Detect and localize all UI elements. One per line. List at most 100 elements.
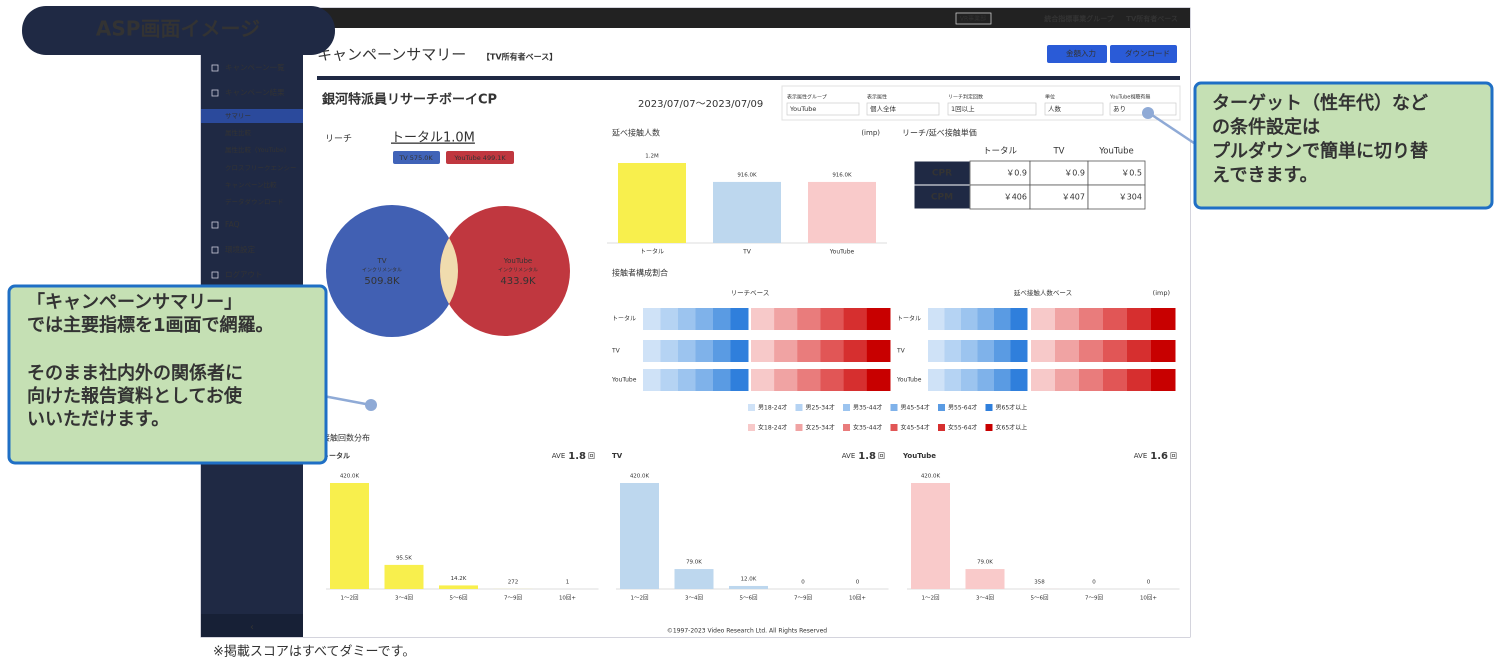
legend-label: 男35-44才 bbox=[853, 404, 882, 412]
frequency-category: 7～9回 bbox=[794, 595, 812, 602]
composition-segment bbox=[1151, 369, 1176, 391]
composition-segment bbox=[843, 369, 868, 391]
composition-segment bbox=[774, 340, 798, 362]
cost-cell bbox=[1029, 160, 1089, 186]
legend-label: 女18-24才 bbox=[758, 424, 787, 432]
frequency-category: 3～4回 bbox=[685, 595, 703, 602]
cost-row-name: CPR bbox=[932, 169, 952, 179]
filter-label: 表示属性グループ bbox=[787, 94, 827, 101]
composition-segment bbox=[1127, 340, 1152, 362]
venn-name: TV bbox=[376, 257, 386, 265]
frequency-value: 12.0K bbox=[741, 576, 757, 582]
sidebar-bottom bbox=[201, 614, 303, 637]
sidebar-item[interactable]: データダウンロード bbox=[225, 197, 284, 206]
cost-value: ￥0.5 bbox=[1121, 169, 1142, 178]
sidebar-item[interactable]: ログアウト bbox=[225, 269, 263, 279]
composition-segment bbox=[678, 340, 696, 362]
sidebar-item[interactable]: FAQ bbox=[225, 220, 240, 229]
filter-value[interactable]: 人数 bbox=[1048, 104, 1062, 113]
composition-category: TV bbox=[611, 348, 621, 355]
legend-swatch bbox=[843, 404, 850, 411]
callout-text: 向けた報告資料としてお使 bbox=[27, 385, 243, 407]
composition-segment bbox=[928, 308, 945, 330]
composition-segment bbox=[843, 308, 868, 330]
sidebar-item[interactable]: 属性比較（YouTube） bbox=[225, 145, 290, 154]
frequency-category: 5～6回 bbox=[740, 595, 758, 602]
sidebar-item[interactable]: 環境設定 bbox=[225, 244, 255, 254]
composition-unit: (imp) bbox=[1153, 289, 1170, 297]
top-button[interactable]: VR事業部 bbox=[960, 15, 986, 23]
impression-bar bbox=[713, 181, 781, 243]
sidebar-item[interactable]: クロスフリークエンシー bbox=[225, 164, 297, 172]
legend-label: 女65才以上 bbox=[996, 424, 1028, 432]
frequency-category: 10回+ bbox=[849, 595, 866, 602]
composition-segment bbox=[1031, 340, 1056, 362]
frequency-category: 7～9回 bbox=[1085, 595, 1103, 602]
composition-segment bbox=[977, 308, 995, 330]
filter-value[interactable]: 1回以上 bbox=[951, 104, 975, 113]
frequency-category: 3～4回 bbox=[976, 595, 994, 602]
ave-value: 1.6 bbox=[1150, 451, 1168, 462]
ave-label: AVE bbox=[1134, 452, 1148, 460]
composition-segment bbox=[866, 340, 891, 362]
legend-swatch bbox=[843, 424, 850, 431]
sidebar-item[interactable]: サマリー bbox=[225, 112, 251, 120]
composition-segment bbox=[1079, 340, 1104, 362]
composition-category: TV bbox=[896, 348, 906, 355]
sidebar-item[interactable]: キャンペーン一覧 bbox=[225, 62, 285, 72]
frequency-value: 420.0K bbox=[921, 474, 941, 480]
filter-select bbox=[866, 102, 940, 116]
header-button[interactable]: ダウンロード bbox=[1125, 48, 1170, 58]
impression-category: トータル bbox=[640, 248, 664, 256]
composition-segment bbox=[1010, 340, 1028, 362]
cost-row-head bbox=[913, 160, 971, 186]
filter-value[interactable]: あり bbox=[1113, 105, 1126, 113]
composition-segment bbox=[1079, 369, 1104, 391]
sidebar-icon bbox=[211, 89, 219, 97]
frequency-category: 3～4回 bbox=[395, 595, 413, 602]
filter-value[interactable]: 個人全体 bbox=[870, 104, 897, 113]
cost-value: ￥304 bbox=[1119, 193, 1142, 202]
composition-segment bbox=[797, 308, 821, 330]
composition-segment bbox=[1031, 308, 1056, 330]
header-button[interactable]: 金額入力 bbox=[1066, 48, 1096, 58]
legend-swatch bbox=[890, 424, 898, 431]
composition-category: YouTube bbox=[611, 377, 637, 384]
sidebar-icon bbox=[211, 271, 219, 279]
composition-segment bbox=[977, 340, 995, 362]
impressions-title: 延べ接触人数 bbox=[612, 128, 660, 138]
composition-segment bbox=[1055, 308, 1080, 330]
composition-segment bbox=[1103, 308, 1128, 330]
frequency-category: 5～6回 bbox=[450, 595, 468, 602]
legend-swatch bbox=[985, 404, 993, 411]
top-group: 統合指標事業グループ bbox=[1044, 14, 1115, 23]
note: ※掲載スコアはすべてダミーです。 bbox=[213, 644, 415, 660]
campaign-period: 2023/07/07～2023/07/09 bbox=[638, 99, 763, 110]
sidebar-item[interactable]: 属性比較 bbox=[225, 128, 252, 137]
composition-segment bbox=[660, 308, 679, 330]
sidebar-item[interactable]: キャンペーン比較 bbox=[225, 180, 277, 189]
campaign-name: 銀河特派員リサーチボーイCP bbox=[322, 92, 497, 108]
sidebar-item[interactable]: キャンペーン結果 bbox=[225, 87, 285, 97]
frequency-category: 1～2回 bbox=[922, 595, 940, 602]
tv-badge-bg bbox=[393, 151, 440, 164]
sidebar-icon bbox=[211, 221, 219, 229]
frequency-category: 1～2回 bbox=[631, 595, 649, 602]
venn-sub: インクリメンタル bbox=[498, 267, 538, 274]
composition-segment bbox=[774, 308, 798, 330]
filter-value[interactable]: YouTube bbox=[789, 105, 816, 113]
composition-segment bbox=[1127, 308, 1152, 330]
legend-label: 男18-24才 bbox=[758, 404, 787, 412]
tv-badge: TV 575.0K bbox=[398, 154, 433, 162]
copyright: ©1997-2023 Video Research Ltd. All Right… bbox=[667, 628, 827, 635]
collapse-icon: ‹ bbox=[250, 622, 254, 633]
frequency-value: 1 bbox=[566, 579, 570, 585]
callout-text: では主要指標を1画面で網羅。 bbox=[27, 314, 274, 336]
frequency-bar bbox=[965, 569, 1005, 589]
composition-segment bbox=[1055, 369, 1080, 391]
composition-segment bbox=[797, 369, 821, 391]
composition-panel-title: 延べ接触人数ベース bbox=[1014, 288, 1072, 297]
pointer-dot bbox=[365, 399, 377, 411]
frequency-bar bbox=[729, 585, 768, 589]
